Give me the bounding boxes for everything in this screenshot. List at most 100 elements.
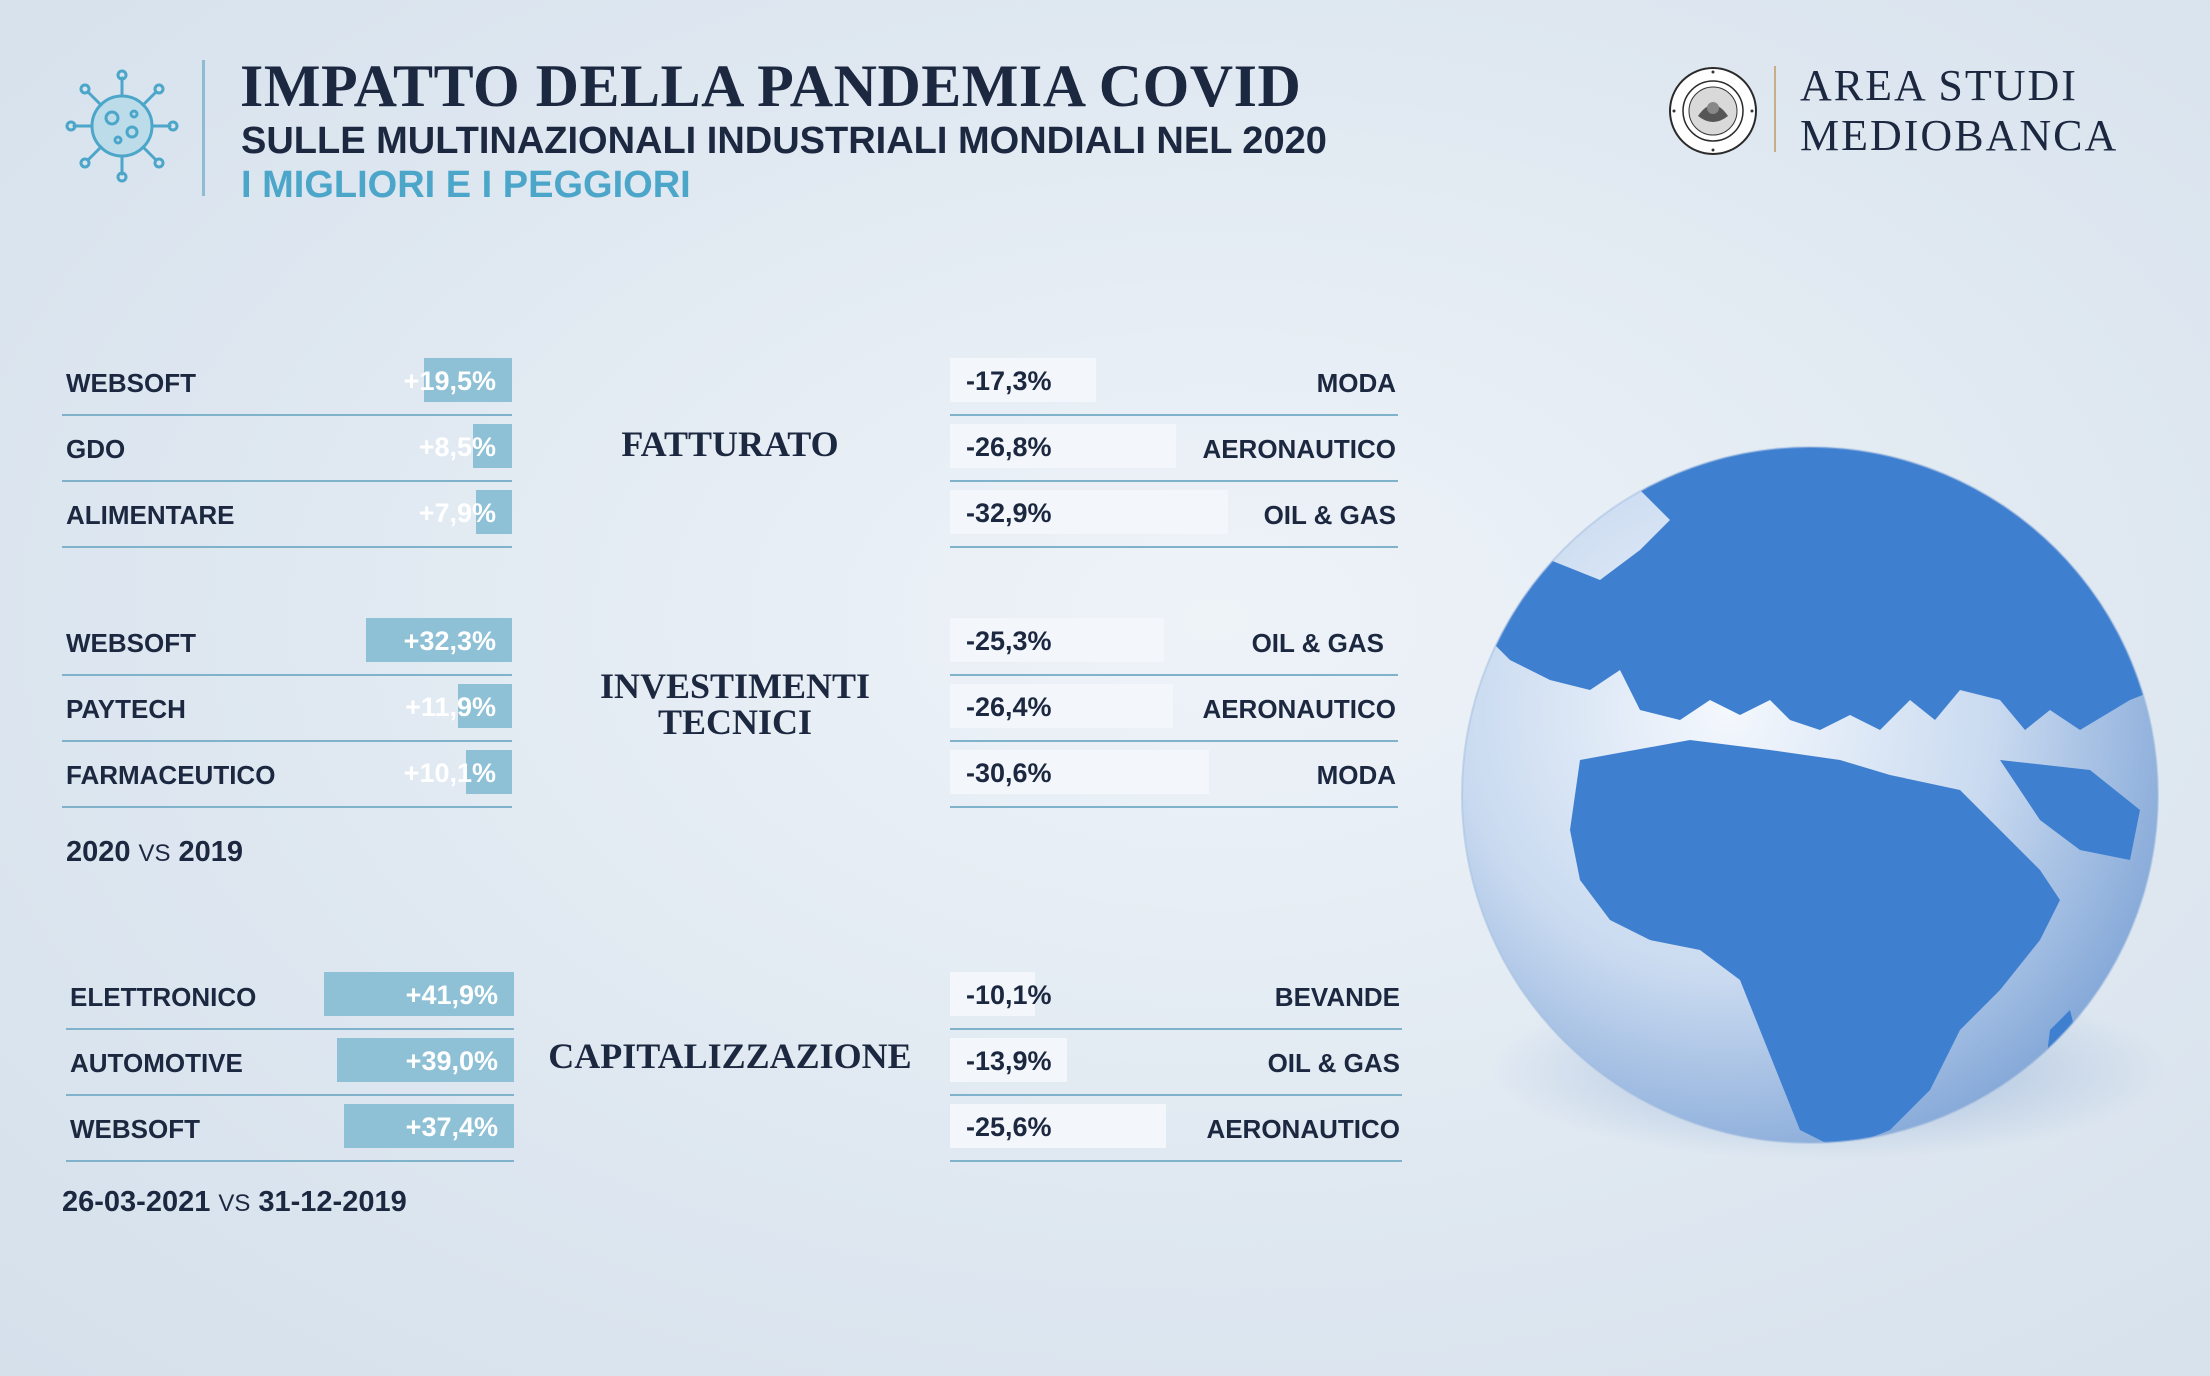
period-start: 26-03-2021 xyxy=(62,1186,211,1218)
category-label: WEBSOFT xyxy=(66,368,196,398)
category-label: MODA xyxy=(1316,760,1396,790)
bar xyxy=(950,684,1174,728)
row-rule xyxy=(950,1160,1402,1162)
brand-name-line2: MEDIOBANCA xyxy=(1800,111,2119,160)
value-label: -17,3% xyxy=(966,366,1052,396)
header-divider xyxy=(202,60,205,196)
category-label: GDO xyxy=(66,434,126,464)
best-row: PAYTECH +11,9% xyxy=(62,680,512,742)
row-rule xyxy=(66,1028,514,1030)
row-rule xyxy=(62,674,512,676)
category-label: FARMACEUTICO xyxy=(66,760,276,790)
category-label: AERONAUTICO xyxy=(1202,434,1396,464)
category-label: OIL & GAS xyxy=(1263,500,1396,530)
period-end: 31-12-2019 xyxy=(258,1186,407,1218)
worst-row: -30,6% MODA xyxy=(950,746,1398,808)
category-label: AERONAUTICO xyxy=(1206,1114,1400,1144)
value-label: +11,9% xyxy=(405,692,496,722)
category-label: ALIMENTARE xyxy=(66,500,235,530)
best-row: WEBSOFT +32,3% xyxy=(62,614,512,676)
bar xyxy=(950,1104,1167,1148)
row-rule xyxy=(950,740,1398,742)
period-end: 2019 xyxy=(178,836,244,868)
category-label: WEBSOFT xyxy=(66,628,196,658)
row-rule xyxy=(62,414,512,416)
row-rule xyxy=(950,414,1398,416)
best-row: AUTOMOTIVE +39,0% xyxy=(66,1034,514,1096)
row-rule xyxy=(62,806,512,808)
value-label: -25,3% xyxy=(966,626,1052,656)
brand-divider xyxy=(1774,66,1776,152)
category-label: WEBSOFT xyxy=(70,1114,200,1144)
worst-row: -10,1% BEVANDE xyxy=(950,968,1402,1030)
mediobanca-seal-logo xyxy=(1669,67,1757,155)
vs-label: VS xyxy=(218,1190,251,1217)
bar xyxy=(337,1038,514,1082)
value-label: -13,9% xyxy=(966,1046,1052,1076)
page-title: IMPATTO DELLA PANDEMIA COVID xyxy=(240,53,1302,119)
vs-label: VS xyxy=(138,840,171,867)
value-label: -30,6% xyxy=(966,758,1052,788)
best-row: WEBSOFT +19,5% xyxy=(62,354,512,416)
bar xyxy=(324,972,514,1016)
bar xyxy=(458,684,512,728)
bar xyxy=(950,424,1177,468)
value-label: -10,1% xyxy=(966,980,1052,1010)
row-rule xyxy=(950,480,1398,482)
value-label: -25,6% xyxy=(966,1112,1052,1142)
category-label: ELETTRONICO xyxy=(70,982,257,1012)
virus-icon xyxy=(65,69,179,183)
worst-row: -13,9% OIL & GAS xyxy=(950,1034,1402,1096)
value-label: +19,5% xyxy=(403,366,496,396)
period-note-investimenti: 2020 VS 2019 xyxy=(66,836,243,869)
row-rule xyxy=(950,806,1398,808)
bar xyxy=(466,750,512,794)
page-subtitle-highlight: I MIGLIORI E I PEGGIORI xyxy=(241,164,691,206)
best-row: GDO +8,5% xyxy=(62,420,512,482)
period-note-capitalizzazione: 26-03-2021 VS 31-12-2019 xyxy=(62,1186,407,1219)
bar xyxy=(423,358,512,402)
best-row: ALIMENTARE +7,9% xyxy=(62,486,512,548)
value-label: +8,5% xyxy=(418,432,496,462)
value-label: +41,9% xyxy=(405,980,498,1010)
page-subtitle: SULLE MULTINAZIONALI INDUSTRIALI MONDIAL… xyxy=(241,120,1327,162)
row-rule xyxy=(950,546,1398,548)
bar xyxy=(476,490,512,534)
best-row: FARMACEUTICO +10,1% xyxy=(62,746,512,808)
category-label: BEVANDE xyxy=(1274,982,1400,1012)
value-label: +39,0% xyxy=(405,1046,498,1076)
bar xyxy=(950,750,1209,794)
bar xyxy=(950,1038,1068,1082)
row-rule xyxy=(62,546,512,548)
bar xyxy=(365,618,512,662)
value-label: -26,8% xyxy=(966,432,1052,462)
bar xyxy=(473,424,512,468)
bar xyxy=(950,358,1097,402)
row-rule xyxy=(66,1160,514,1162)
row-rule xyxy=(950,674,1398,676)
period-start: 2020 xyxy=(66,836,131,868)
category-label: OIL & GAS xyxy=(1251,628,1384,658)
globe-illustration xyxy=(1461,446,2170,1160)
best-row: WEBSOFT +37,4% xyxy=(66,1100,514,1162)
worst-row: -25,6% AERONAUTICO xyxy=(950,1100,1402,1162)
bar xyxy=(950,490,1228,534)
row-rule xyxy=(950,1028,1402,1030)
section-title-capitalizzazione: CAPITALIZZAZIONE xyxy=(548,1036,912,1076)
category-label: OIL & GAS xyxy=(1267,1048,1400,1078)
bar xyxy=(950,618,1164,662)
bar xyxy=(950,972,1036,1016)
value-label: +7,9% xyxy=(418,498,496,528)
category-label: AERONAUTICO xyxy=(1202,694,1396,724)
section-title-fatturato: FATTURATO xyxy=(621,424,839,464)
category-label: PAYTECH xyxy=(66,694,186,724)
worst-row: -25,3% OIL & GAS xyxy=(950,614,1398,676)
best-row: ELETTRONICO +41,9% xyxy=(66,968,514,1030)
section-title-investimenti: INVESTIMENTI TECNICI xyxy=(599,666,871,742)
worst-row: -17,3% MODA xyxy=(950,354,1398,416)
category-label: AUTOMOTIVE xyxy=(70,1048,243,1078)
value-label: +32,3% xyxy=(403,626,496,656)
row-rule xyxy=(66,1094,514,1096)
category-label: MODA xyxy=(1316,368,1396,398)
row-rule xyxy=(950,1094,1402,1096)
